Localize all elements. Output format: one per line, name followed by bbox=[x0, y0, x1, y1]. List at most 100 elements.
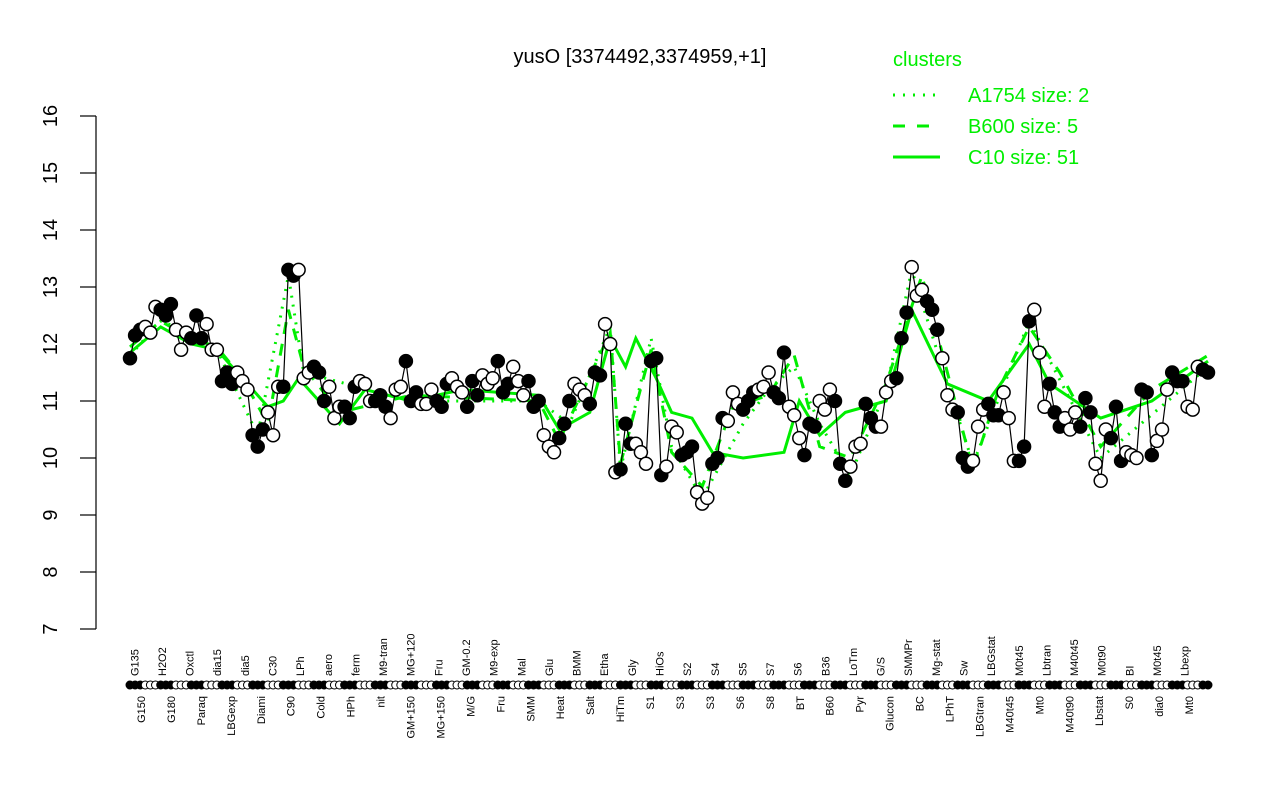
x-tick-label: M9-tran bbox=[378, 638, 390, 676]
x-tick-label: Lbtran bbox=[1041, 645, 1053, 676]
data-point bbox=[873, 419, 889, 434]
x-tick-label: LPh bbox=[295, 656, 307, 676]
x-tick-label: dia0 bbox=[1154, 696, 1166, 717]
x-tick-label: Glu bbox=[544, 659, 556, 676]
data-point bbox=[1067, 405, 1083, 420]
data-point bbox=[546, 445, 562, 460]
data-point bbox=[1032, 345, 1047, 360]
data-point bbox=[1001, 410, 1016, 426]
x-tick-label: BI bbox=[1124, 666, 1136, 676]
x-tick-label: dia5 bbox=[240, 655, 252, 676]
x-tick-label: Fru bbox=[433, 660, 445, 677]
x-tick-label: LBGstat bbox=[986, 636, 998, 676]
x-tick-label: LoTm bbox=[848, 648, 860, 676]
y-tick-label: 14 bbox=[40, 219, 62, 241]
y-tick-label: 10 bbox=[40, 447, 62, 469]
x-tick-label: B36 bbox=[820, 656, 832, 676]
data-point bbox=[357, 376, 373, 392]
data-point bbox=[516, 388, 531, 403]
data-point bbox=[209, 342, 225, 357]
data-point bbox=[1129, 450, 1144, 466]
y-tick-label: 7 bbox=[40, 623, 62, 634]
data-point bbox=[122, 351, 138, 366]
data-point bbox=[1078, 390, 1093, 406]
sample-marker bbox=[1203, 680, 1213, 690]
x-tick-label: M9-exp bbox=[489, 639, 501, 676]
data-point bbox=[485, 370, 500, 386]
data-point bbox=[950, 405, 965, 420]
data-point bbox=[393, 379, 409, 395]
data-point bbox=[562, 393, 577, 409]
data-point bbox=[1139, 385, 1154, 400]
data-point bbox=[613, 462, 628, 477]
data-point bbox=[557, 416, 572, 432]
x-tick-label: Sw bbox=[959, 661, 971, 676]
data-point bbox=[531, 393, 546, 409]
data-point bbox=[970, 419, 986, 434]
data-point bbox=[311, 365, 327, 380]
data-point bbox=[659, 459, 674, 474]
data-point bbox=[265, 427, 281, 443]
data-point bbox=[163, 296, 179, 312]
data-point bbox=[700, 490, 715, 506]
x-tick-label: BT bbox=[795, 696, 807, 710]
x-tick-label: M40t45 bbox=[1004, 696, 1016, 733]
y-tick-label: 11 bbox=[40, 391, 62, 412]
data-point bbox=[490, 353, 506, 369]
x-tick-label: G135 bbox=[129, 649, 141, 676]
data-point bbox=[838, 473, 853, 489]
x-tick-label: BC bbox=[915, 696, 927, 711]
x-tick-label: S1 bbox=[645, 696, 657, 709]
data-point bbox=[843, 459, 858, 474]
x-tick-label: Heat bbox=[555, 696, 567, 719]
data-point bbox=[1016, 439, 1032, 454]
data-point bbox=[505, 359, 521, 375]
data-point bbox=[904, 259, 919, 275]
x-axis-labels: G135 H2O2 Oxctl dia15 dia5 C30 LPh aero ferm M9-t… bbox=[129, 634, 1196, 739]
x-tick-label: G150 bbox=[136, 696, 148, 723]
x-tick-label: Mt0 bbox=[1034, 696, 1046, 714]
data-point bbox=[1108, 399, 1124, 414]
x-tick-label: S3 bbox=[675, 696, 687, 709]
x-tick-label: S7 bbox=[765, 663, 777, 676]
x-tick-label: M0t45 bbox=[1152, 645, 1164, 676]
x-tick-label: S5 bbox=[737, 663, 749, 676]
x-tick-label: B60 bbox=[825, 696, 837, 716]
x-tick-label: nit bbox=[376, 696, 388, 708]
data-point bbox=[996, 385, 1011, 400]
x-tick-label: LBGtran bbox=[974, 696, 986, 737]
data-point bbox=[322, 379, 337, 395]
data-point bbox=[582, 396, 598, 412]
data-point bbox=[786, 408, 802, 423]
data-point bbox=[597, 316, 613, 332]
x-tick-label: Paraq bbox=[196, 696, 208, 725]
data-point bbox=[669, 425, 684, 440]
legend: clusters A1754 size: 2 B600 size: 5 C10 … bbox=[893, 49, 1089, 169]
legend-entry-c10: C10 size: 51 bbox=[968, 147, 1079, 169]
data-point bbox=[1103, 430, 1119, 446]
data-point bbox=[434, 399, 449, 414]
data-point bbox=[250, 439, 265, 454]
data-point bbox=[858, 396, 873, 412]
x-tick-label: M40t45 bbox=[1069, 639, 1081, 676]
data-point bbox=[899, 305, 914, 320]
data-point bbox=[924, 302, 940, 318]
cluster-lines bbox=[128, 264, 1209, 501]
data-point bbox=[827, 393, 843, 409]
data-point bbox=[618, 416, 633, 432]
sample-marker-row bbox=[125, 680, 1213, 690]
legend-title: clusters bbox=[893, 49, 962, 71]
data-point bbox=[1093, 473, 1108, 489]
x-tick-label: Fru bbox=[495, 696, 507, 713]
data-point bbox=[935, 351, 950, 366]
x-tick-label: G/S bbox=[876, 657, 888, 676]
data-point bbox=[1042, 376, 1057, 392]
x-tick-label: SMM bbox=[525, 696, 537, 722]
x-tick-label: dia15 bbox=[212, 649, 224, 676]
x-tick-label: LBGexp bbox=[226, 696, 238, 736]
data-point bbox=[1159, 382, 1175, 397]
y-tick-label: 9 bbox=[40, 509, 62, 520]
x-tick-label: C90 bbox=[286, 696, 298, 716]
x-tick-label: S0 bbox=[1124, 696, 1136, 709]
x-tick-label: C30 bbox=[268, 656, 280, 676]
